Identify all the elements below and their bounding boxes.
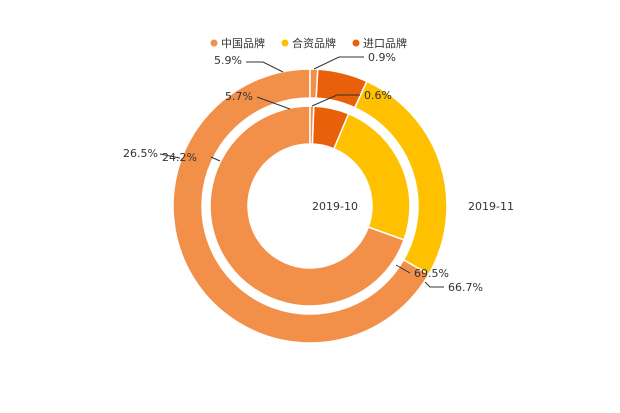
slice-outer-3[interactable] [309, 68, 319, 99]
slice-outer-0[interactable] [172, 68, 430, 344]
slice-outer-1[interactable] [353, 80, 448, 276]
slice-inner-1[interactable] [332, 112, 411, 241]
legend-label-0[interactable]: 中国品牌 [221, 36, 265, 50]
leader-line-outer-2 [246, 61, 284, 73]
data-label-inner-0: 69.5% [414, 267, 449, 280]
data-label-outer-2: 5.9% [214, 54, 242, 67]
legend-label-2[interactable]: 进口品牌 [363, 36, 407, 50]
leader-line-outer-1 [159, 153, 181, 159]
legend-marker-1[interactable] [281, 39, 289, 47]
legend-marker-2[interactable] [352, 39, 360, 47]
leader-line-inner-1 [210, 156, 221, 162]
leader-line-outer-0 [424, 281, 444, 288]
label-leaders [159, 56, 444, 288]
slice-inner-2[interactable] [311, 105, 350, 150]
slice-inner-0[interactable] [209, 105, 406, 307]
data-labels: 69.5% 24.2% 5.7% 0.6% 66.7% 26.5% 5.9% 0.9% [123, 51, 483, 294]
leader-line-outer-3 [313, 56, 364, 70]
leader-line-inner-2 [256, 96, 291, 110]
legend-marker-0[interactable] [210, 39, 218, 47]
leader-line-inner-0 [395, 264, 411, 274]
slice-inner-3[interactable] [309, 105, 315, 145]
data-label-outer-0: 66.7% [448, 281, 483, 294]
data-label-outer-1: 26.5% [123, 147, 158, 160]
data-label-outer-3: 0.9% [368, 51, 396, 64]
outer-series-label: 2019-11 [468, 200, 514, 213]
data-label-inner-2: 5.7% [225, 90, 253, 103]
leader-line-inner-3 [311, 94, 360, 107]
legend-label-1[interactable]: 合资品牌 [292, 36, 336, 50]
inner-series-label: 2019-10 [312, 200, 358, 213]
data-label-inner-1: 24.2% [162, 151, 197, 164]
data-label-inner-3: 0.6% [364, 89, 392, 102]
legend: 中国品牌 合资品牌 进口品牌 [210, 36, 407, 50]
slices [172, 68, 448, 344]
